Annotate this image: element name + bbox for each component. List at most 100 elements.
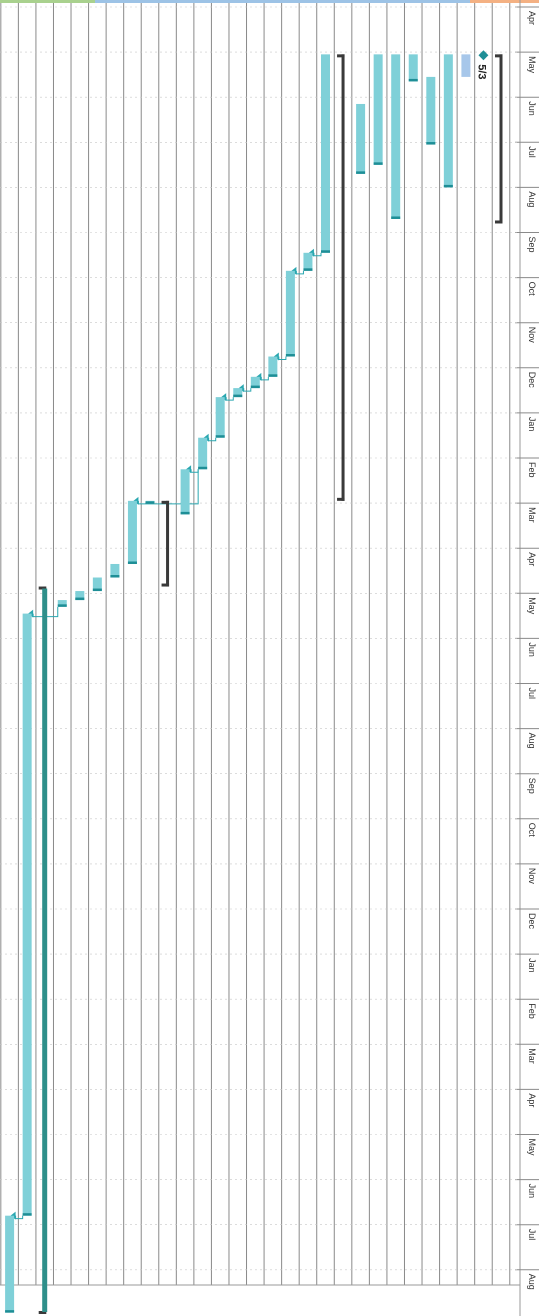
summary-cap-end xyxy=(161,583,170,587)
task-bar-end xyxy=(75,597,85,601)
task-bar[interactable] xyxy=(22,613,32,1216)
task-bar-end xyxy=(110,575,120,578)
summary-bar[interactable] xyxy=(341,54,345,501)
month-label: Aug xyxy=(527,1274,537,1290)
milestone-label: 5/3 xyxy=(475,64,487,79)
summary-cap-end xyxy=(495,220,503,224)
task-bar-end xyxy=(5,1310,15,1313)
row-gridlines xyxy=(0,0,521,1316)
task-bar[interactable] xyxy=(268,356,278,377)
task-bar[interactable] xyxy=(75,591,85,601)
task-bar[interactable] xyxy=(5,1215,15,1313)
task-bar[interactable] xyxy=(303,252,313,271)
month-label: Sep xyxy=(527,237,537,253)
task-bar-end xyxy=(321,250,330,253)
month-label: Jul xyxy=(527,146,537,158)
month-label: Sep xyxy=(527,778,537,794)
dependency-link xyxy=(15,1215,24,1220)
task-bar-end xyxy=(198,466,208,470)
month-label: Dec xyxy=(527,913,537,930)
task-bar-end xyxy=(250,385,260,389)
dependency-link xyxy=(190,469,199,473)
month-label: Aug xyxy=(527,191,537,207)
task-bar-end xyxy=(443,184,453,188)
task-bar[interactable] xyxy=(215,397,225,438)
month-label: Jun xyxy=(527,101,537,116)
month-label: Oct xyxy=(527,823,537,838)
task-bar[interactable] xyxy=(285,270,295,357)
task-bar-end xyxy=(426,142,436,145)
month-label: Jun xyxy=(527,1184,537,1199)
month-label: May xyxy=(527,597,537,615)
header-band-2 xyxy=(470,0,539,3)
month-label: Jan xyxy=(527,958,537,973)
task-bar[interactable] xyxy=(443,54,453,188)
month-label: Nov xyxy=(527,327,537,344)
task-bar[interactable] xyxy=(373,54,383,165)
dependency-link xyxy=(260,376,269,381)
summary-cap-start xyxy=(161,500,170,504)
month-label: Feb xyxy=(527,1003,537,1019)
month-label: Apr xyxy=(527,552,537,566)
task-bar[interactable] xyxy=(391,54,401,219)
dependency-link xyxy=(278,356,287,361)
dependency-link xyxy=(243,388,252,392)
task-bar-end xyxy=(22,1213,32,1216)
critical-path-bar xyxy=(42,588,48,1312)
month-label: May xyxy=(527,1139,537,1157)
month-label: Apr xyxy=(527,1093,537,1107)
task-bar[interactable] xyxy=(92,577,102,592)
task-bar[interactable] xyxy=(426,76,436,145)
task-bar[interactable] xyxy=(408,54,418,82)
dependency-link xyxy=(295,270,304,275)
task-bar-end xyxy=(373,162,383,165)
month-label: Feb xyxy=(527,462,537,478)
task-bar[interactable] xyxy=(57,600,67,607)
month-label: Jul xyxy=(527,688,537,700)
summary-cap-start xyxy=(38,586,47,590)
month-label: Mar xyxy=(527,507,537,523)
task-bar-end xyxy=(145,501,155,504)
timescale-header: Apr May Jun Jul Aug Sep Oct Nov Dec Jan Feb Mar Apr M… xyxy=(527,11,537,1290)
task-bar-end xyxy=(233,394,243,398)
task-bar[interactable] xyxy=(461,54,471,77)
month-label: Apr xyxy=(527,11,537,25)
task-bar[interactable] xyxy=(110,563,120,578)
task-bar[interactable] xyxy=(233,388,243,398)
month-label: Oct xyxy=(527,282,537,297)
month-label: Jun xyxy=(527,642,537,657)
header-band-1 xyxy=(95,0,470,3)
task-bar[interactable] xyxy=(356,103,366,174)
milestone-diamond[interactable] xyxy=(478,50,489,61)
month-label: Nov xyxy=(527,868,537,885)
task-bar[interactable] xyxy=(250,376,260,389)
summary-bar[interactable] xyxy=(166,500,170,587)
task-bar-end xyxy=(127,561,137,564)
milestones: 5/3 xyxy=(475,50,489,80)
task-bar-end xyxy=(408,78,418,82)
task-bar-end xyxy=(356,171,366,174)
task-bar[interactable] xyxy=(180,469,190,515)
task-bars xyxy=(5,54,503,1314)
task-bar[interactable] xyxy=(127,500,137,564)
month-label: Jan xyxy=(527,417,537,432)
header-band-0 xyxy=(0,0,95,3)
summary-bar[interactable] xyxy=(499,54,503,224)
month-ticks xyxy=(0,6,539,1271)
summary-cap-end xyxy=(337,497,345,501)
dependency-links xyxy=(10,248,322,1220)
task-bar-end xyxy=(285,354,295,357)
summary-cap-start xyxy=(337,54,345,58)
task-bar-end xyxy=(268,374,278,377)
month-label: Dec xyxy=(527,372,537,389)
task-bar-end xyxy=(180,511,190,515)
task-bar[interactable] xyxy=(321,54,330,253)
dependency-link xyxy=(225,397,234,401)
task-bar-end xyxy=(215,435,225,438)
task-bar-end xyxy=(391,216,401,219)
month-label: Aug xyxy=(527,733,537,749)
task-bar[interactable] xyxy=(198,437,208,470)
task-bar-end xyxy=(92,588,102,592)
task-bar-end xyxy=(303,268,313,271)
